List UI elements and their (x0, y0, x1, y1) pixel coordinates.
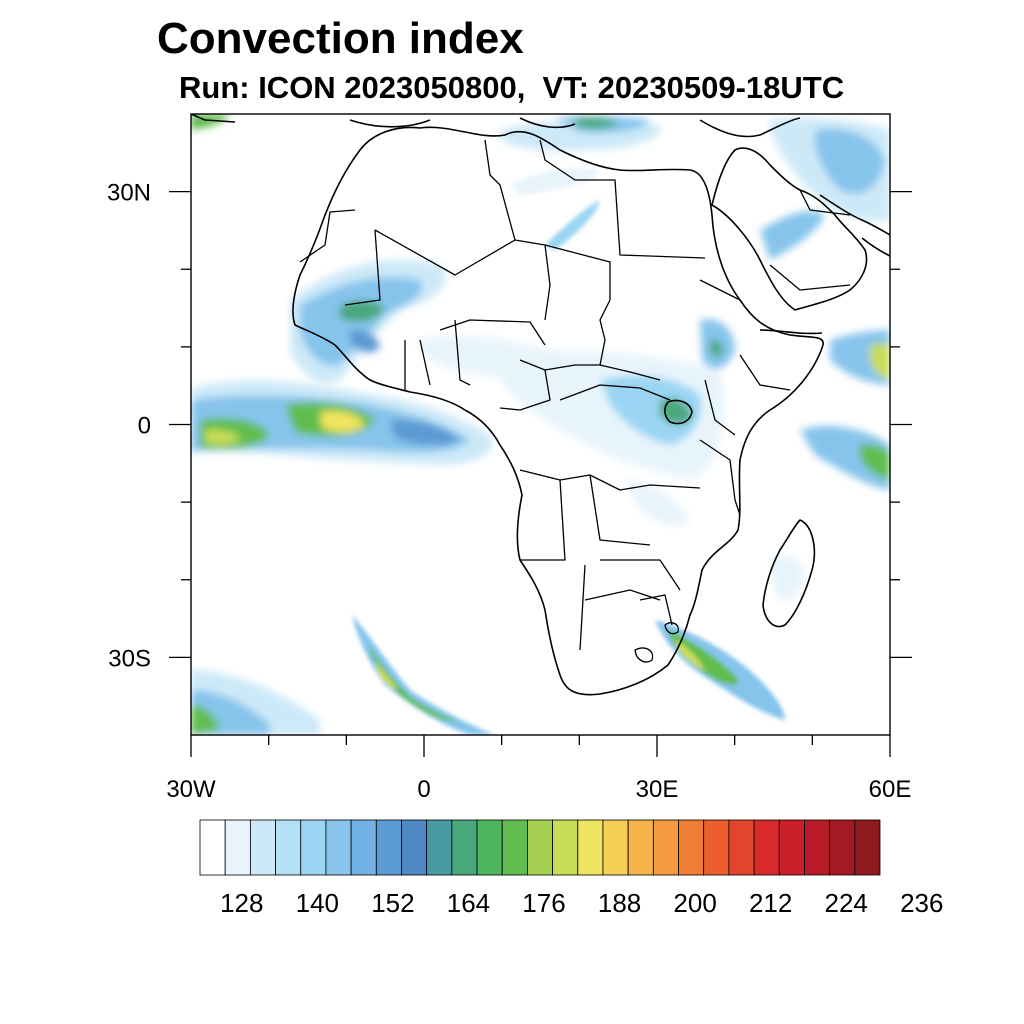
colorbar-box (804, 819, 831, 876)
colorbar-box (350, 819, 377, 876)
colorbar-box (577, 819, 604, 876)
colorbar-box (426, 819, 453, 876)
colorbar-box (375, 819, 402, 876)
colorbar-label: 152 (371, 888, 414, 918)
colorbar-label: 140 (296, 888, 339, 918)
colorbar-box (275, 819, 302, 876)
chart-title: Convection index (157, 14, 524, 63)
colorbar-label: 176 (522, 888, 565, 918)
colorbar-box (199, 819, 226, 876)
coastlines (191, 114, 890, 696)
colorbar: 128 140 152 164 176 188 200 212 224 236 (199, 819, 943, 918)
lon-tick-label: 30E (636, 776, 679, 803)
colorbar-box (652, 819, 679, 876)
axis-tick-labels: 30W 0 30E 60E 30N 0 30S (107, 180, 911, 803)
colorbar-box (401, 819, 428, 876)
colorbar-label: 164 (447, 888, 490, 918)
colorbar-box (703, 819, 730, 876)
colorbar-label: 236 (900, 888, 943, 918)
axis-ticks (169, 190, 912, 757)
colorbar-box (451, 819, 478, 876)
lon-tick-label: 30W (166, 776, 216, 803)
colorbar-label: 224 (825, 888, 868, 918)
lon-tick-label: 60E (869, 776, 912, 803)
colorbar-box (552, 819, 579, 876)
colorbar-box (627, 819, 654, 876)
colorbar-box (602, 819, 629, 876)
colorbar-box (753, 819, 780, 876)
colorbar-box (501, 819, 528, 876)
colorbar-box (476, 819, 503, 876)
colorbar-label: 200 (673, 888, 716, 918)
colorbar-box (678, 819, 705, 876)
country-borders (299, 139, 851, 663)
colorbar-box (224, 819, 251, 876)
convection-field (191, 114, 890, 735)
colorbar-box (854, 819, 881, 876)
lat-tick-label: 30S (108, 645, 151, 672)
colorbar-box (527, 819, 553, 876)
lat-tick-label: 0 (138, 413, 151, 440)
colorbar-label: 128 (220, 888, 263, 918)
lat-tick-label: 30N (107, 180, 151, 207)
colorbar-box (325, 819, 352, 876)
colorbar-box (249, 819, 276, 876)
colorbar-box (300, 819, 327, 876)
colorbar-label: 212 (749, 888, 792, 918)
lon-tick-label: 0 (417, 776, 430, 803)
chart-subtitle: Run: ICON 2023050800, VT: 20230509-18UTC (179, 70, 845, 105)
colorbar-label: 188 (598, 888, 641, 918)
colorbar-box (728, 819, 755, 876)
colorbar-box (829, 819, 856, 876)
colorbar-box (778, 819, 805, 876)
